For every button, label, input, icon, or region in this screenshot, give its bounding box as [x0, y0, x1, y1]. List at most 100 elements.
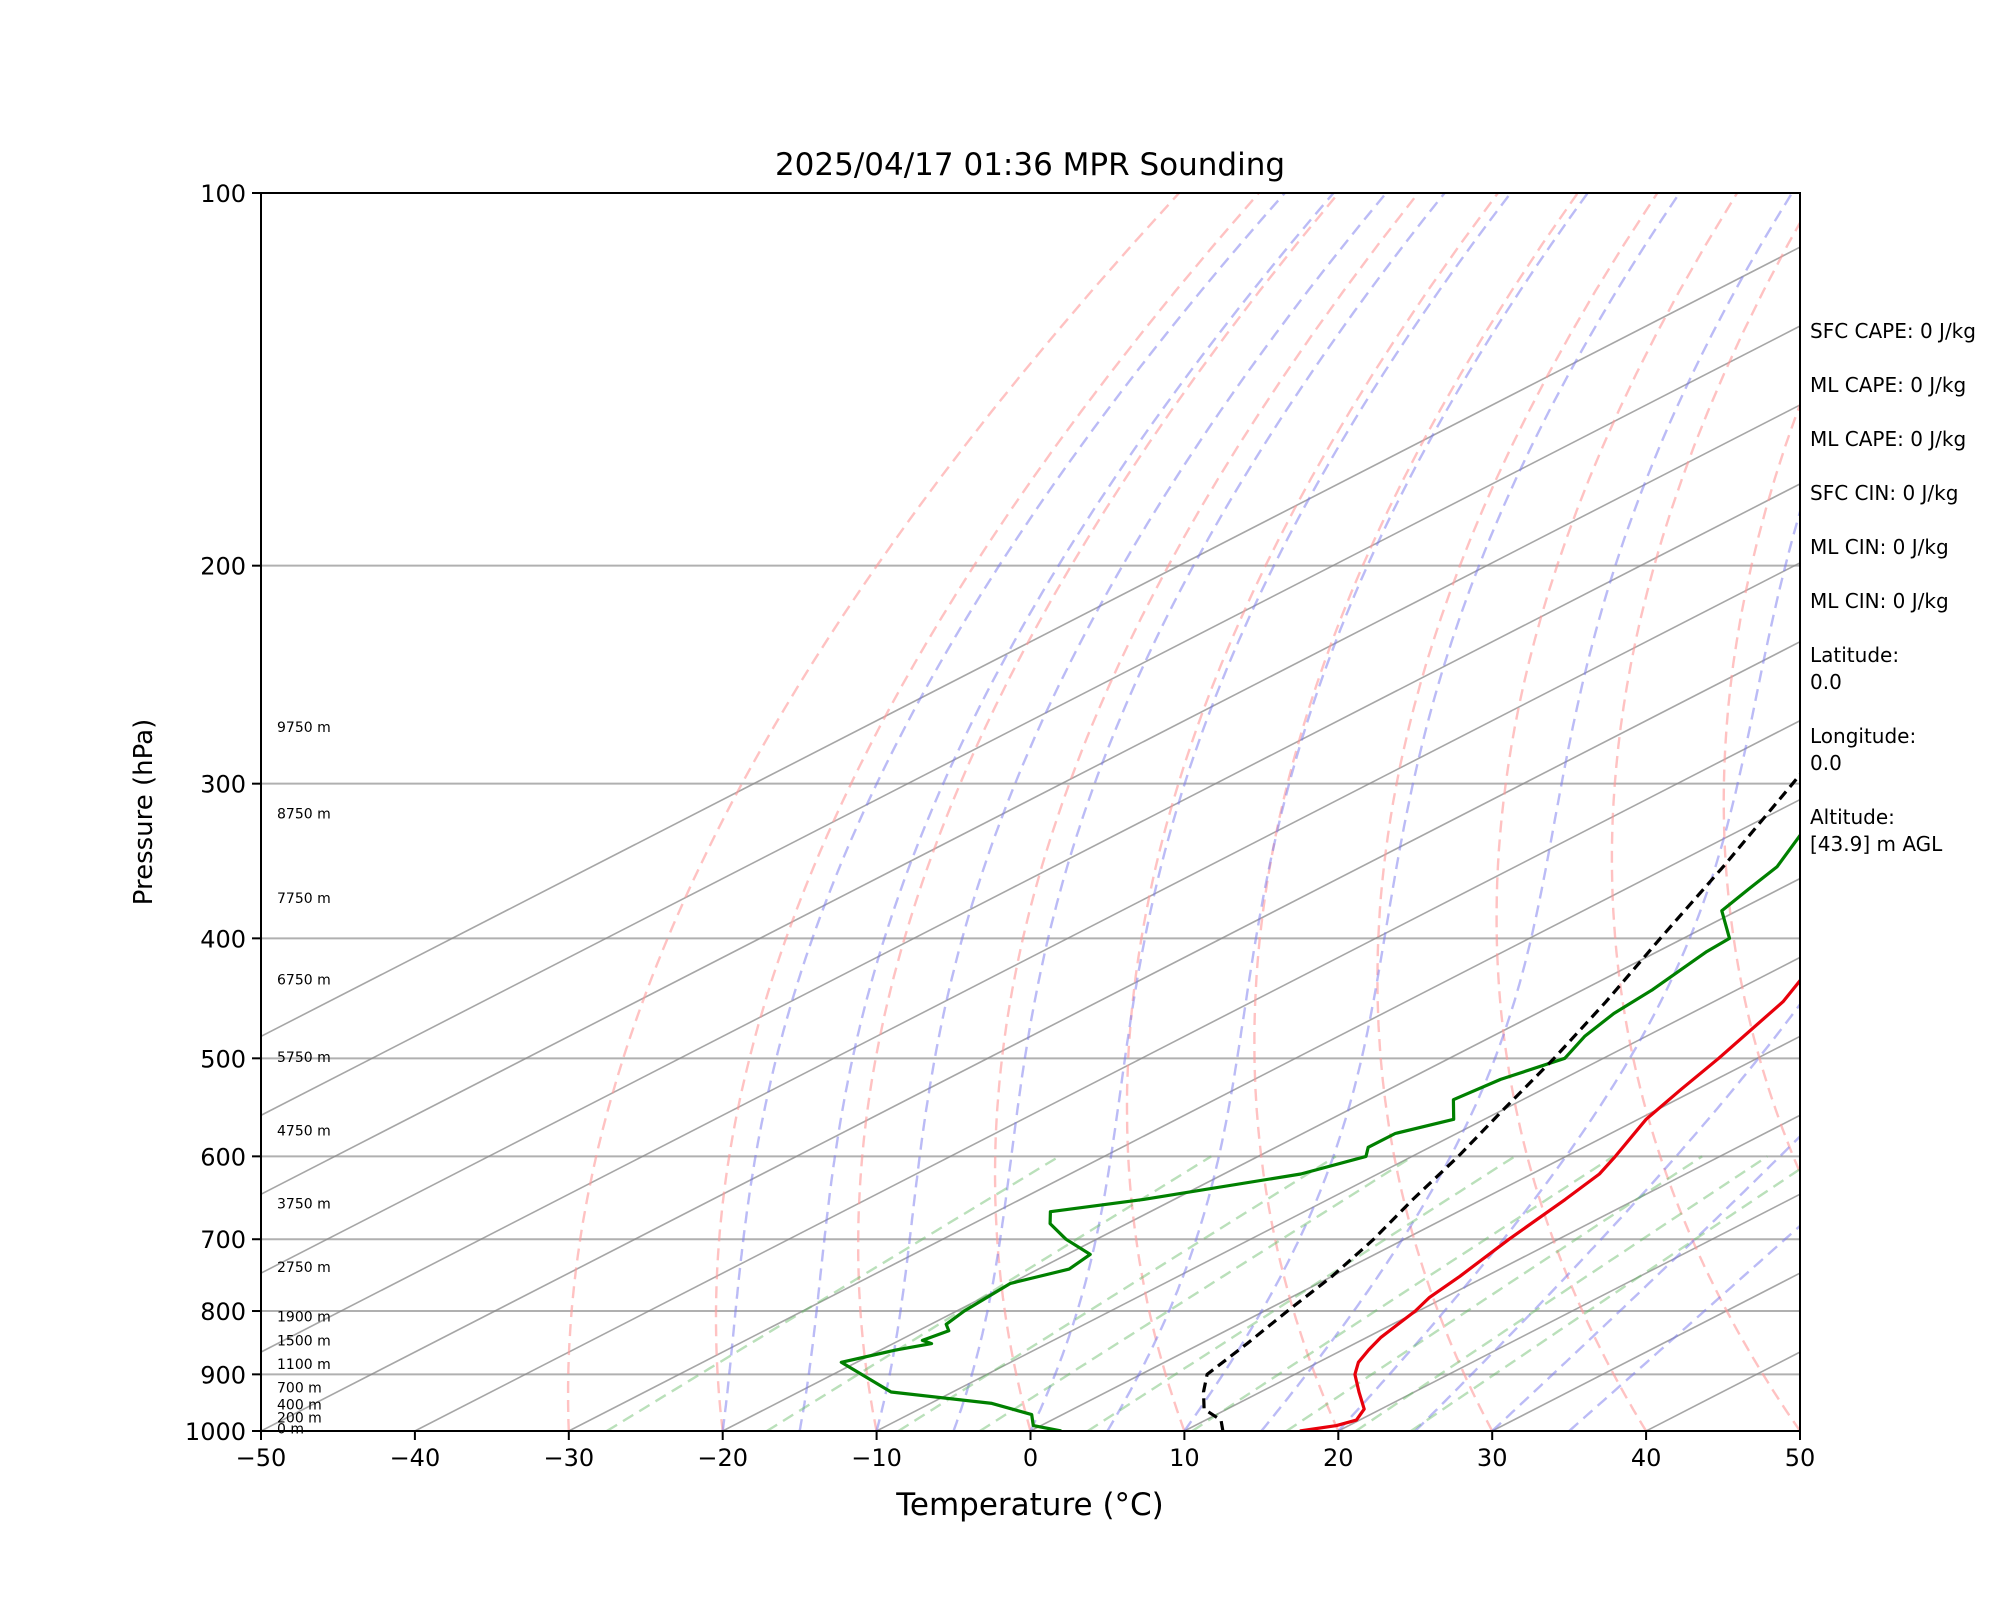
parcel-line	[1201, 771, 1800, 1431]
isotherm--40	[414, 719, 1800, 1431]
height-label: 0 m	[277, 1421, 304, 1437]
mixing-ratio-8	[1191, 1155, 1615, 1431]
height-label: 400 m	[277, 1398, 322, 1414]
height-label: 1900 m	[277, 1309, 331, 1325]
latitude-value: 0.0	[1810, 670, 1842, 694]
moist-adiabat--15	[798, 193, 1335, 1431]
height-label: 7750 m	[277, 891, 331, 907]
isotherm-20	[1337, 1193, 1800, 1431]
mixing-ratio-3	[979, 1155, 1414, 1431]
plot-frame	[260, 192, 1801, 1432]
x-tick-label: 0	[1023, 1444, 1038, 1472]
moist-adiabat--10	[875, 193, 1388, 1431]
x-tick-label: 30	[1477, 1444, 1508, 1472]
moist-adiabat-20	[1337, 507, 1800, 1431]
isotherm-10	[1184, 1114, 1800, 1431]
x-tick-label: 20	[1323, 1444, 1354, 1472]
y-tick-label: 500	[200, 1045, 246, 1073]
longitude-value: 0.0	[1810, 751, 1842, 775]
dry-adiabat-0	[993, 193, 1420, 1431]
sounding-series	[839, 771, 1800, 1431]
x-axis: −50 −40 −30 −20 −10 0 10 20 30 40 50	[236, 1431, 1816, 1472]
y-tick-label: 900	[200, 1361, 246, 1389]
isotherm--50	[261, 640, 1800, 1431]
y-tick-label: 200	[200, 553, 246, 581]
y-tick-label: 400	[200, 925, 246, 953]
moist-adiabat--5	[952, 193, 1446, 1431]
height-label: 5750 m	[277, 1050, 331, 1066]
ml-cin: ML CIN: 0 J/kg	[1810, 535, 1949, 559]
isotherm--100	[261, 246, 1800, 1038]
dewpoint-line	[839, 833, 1800, 1431]
mixing-ratio-16	[1355, 1155, 1769, 1431]
isotherm--10	[876, 956, 1800, 1431]
dry-adiabat--30	[566, 193, 1180, 1431]
x-tick-label: −30	[543, 1444, 594, 1472]
ml-cape-duplicate: ML CAPE: 0 J/kg	[1810, 427, 1967, 451]
moist-adiabat-25	[1414, 1002, 1800, 1431]
moist-adiabat-5	[1106, 193, 1589, 1431]
x-tick-label: −20	[697, 1444, 748, 1472]
moist-adiabat-10	[1183, 193, 1681, 1431]
dry-adiabat-60	[1722, 401, 1800, 1176]
height-label: 8750 m	[277, 806, 331, 822]
sfc-cape: SFC CAPE: 0 J/kg	[1810, 319, 1976, 343]
y-axis-label: Pressure (hPa)	[129, 719, 159, 906]
x-tick-label: 50	[1785, 1444, 1816, 1472]
y-tick-label: 300	[200, 771, 246, 799]
ml-cape: ML CAPE: 0 J/kg	[1810, 373, 1967, 397]
mixing-ratio-12	[1285, 1155, 1703, 1431]
height-label: 6750 m	[277, 973, 331, 989]
x-tick-label: 10	[1169, 1444, 1200, 1472]
altitude-value: [43.9] m AGL	[1810, 832, 1943, 856]
moist-adiabat--20	[721, 193, 1286, 1431]
sfc-cin: SFC CIN: 0 J/kg	[1810, 481, 1959, 505]
dry-adiabat-10	[1125, 193, 1499, 1431]
temperature-line	[1299, 978, 1800, 1431]
height-label: 700 m	[277, 1380, 322, 1396]
x-tick-label: −40	[390, 1444, 441, 1472]
dry-adiabat-30	[1376, 193, 1659, 1431]
y-tick-label: 800	[200, 1298, 246, 1326]
x-axis-label: Temperature (°C)	[895, 1487, 1164, 1523]
x-tick-label: −50	[236, 1444, 287, 1472]
dry-adiabat--10	[857, 193, 1340, 1431]
height-label: 1100 m	[277, 1357, 331, 1373]
dry-adiabat-50	[1610, 220, 1800, 1431]
dry-adiabat-40	[1495, 193, 1739, 1431]
altitude-label: Altitude:	[1810, 805, 1895, 829]
moist-adiabat-15	[1260, 193, 1794, 1431]
height-label: 2750 m	[277, 1260, 331, 1276]
isotherm--80	[261, 404, 1800, 1196]
moist-adiabat-0	[1029, 193, 1512, 1431]
longitude-label: Longitude:	[1810, 724, 1917, 748]
background-lines	[261, 193, 1800, 1431]
isotherm--70	[261, 483, 1800, 1275]
height-label: 3750 m	[277, 1197, 331, 1213]
chart-title: 2025/04/17 01:36 MPR Sounding	[775, 147, 1285, 183]
mixing-ratio-5	[1087, 1155, 1516, 1431]
isotherm-0	[1030, 1035, 1800, 1431]
y-axis: 100 200 300 400 500 600 700 800 900 1000	[185, 180, 261, 1446]
dry-adiabat--20	[714, 193, 1260, 1431]
sounding-parameters: SFC CAPE: 0 J/kg ML CAPE: 0 J/kg ML CAPE…	[1810, 318, 2000, 858]
height-label: 1500 m	[277, 1333, 331, 1349]
ml-cin-duplicate: ML CIN: 0 J/kg	[1810, 589, 1949, 613]
dry-adiabat-20	[1253, 193, 1579, 1431]
mixing-ratio-2	[897, 1155, 1337, 1431]
isotherm--90	[261, 325, 1800, 1117]
y-tick-label: 600	[200, 1143, 246, 1171]
height-label: 9750 m	[277, 720, 331, 736]
y-tick-label: 700	[200, 1226, 246, 1254]
height-label: 200 m	[277, 1410, 322, 1426]
x-tick-label: −10	[851, 1444, 902, 1472]
isotherm--20	[722, 877, 1800, 1431]
y-tick-label: 100	[200, 180, 246, 208]
x-tick-label: 40	[1631, 1444, 1662, 1472]
latitude-label: Latitude:	[1810, 643, 1900, 667]
height-label: 4750 m	[277, 1124, 331, 1140]
isotherm--30	[568, 798, 1800, 1431]
mixing-ratio-0.4	[606, 1155, 1060, 1431]
